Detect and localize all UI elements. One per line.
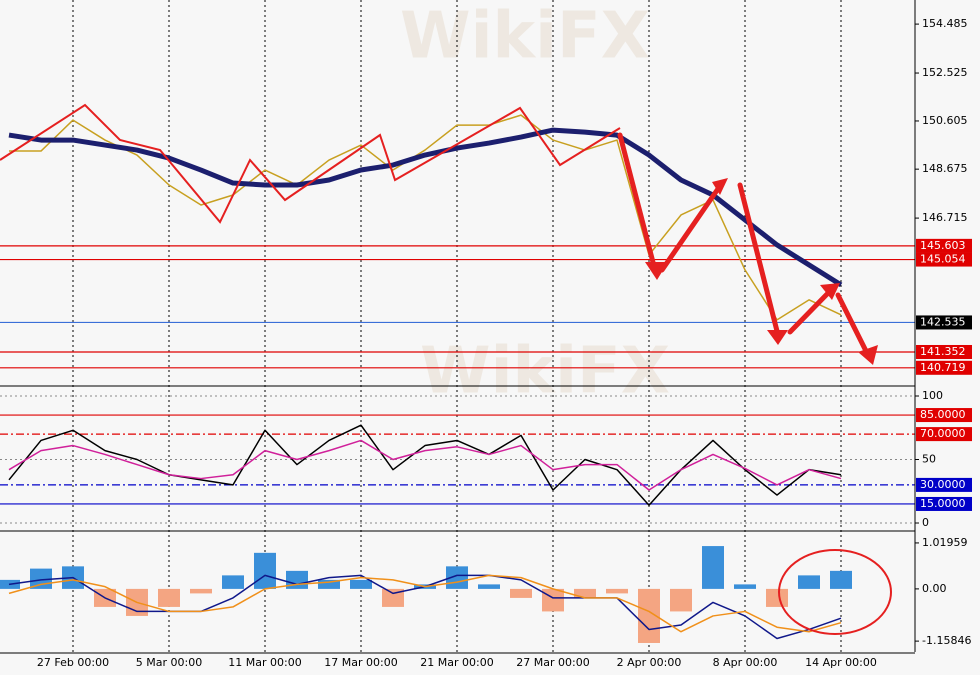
arrowhead — [712, 178, 728, 195]
level-label: 70.0000 — [920, 427, 966, 440]
series-line — [8, 127, 843, 288]
arrowhead — [767, 330, 788, 345]
x-tick-label: 27 Feb 00:00 — [37, 656, 109, 669]
y-tick-label: 148.675 — [922, 162, 968, 175]
arrows — [617, 132, 871, 358]
level-label: 145.603 — [920, 239, 966, 252]
series-line — [9, 114, 842, 321]
histogram-bar — [190, 588, 212, 594]
y-tick-label: 146.715 — [922, 211, 968, 224]
x-tick-label: 2 Apr 00:00 — [617, 656, 682, 669]
histogram-bar — [574, 588, 596, 598]
y-tick-label: 154.485 — [922, 17, 968, 30]
histogram-bar — [382, 588, 404, 607]
arrowhead — [820, 283, 840, 300]
level-label: 85.0000 — [920, 408, 966, 421]
level-label-box — [916, 496, 972, 511]
level-label-box — [916, 477, 972, 492]
histogram-bar — [830, 570, 852, 589]
y-tick-label: 1.01959 — [922, 536, 968, 549]
y-tick-label: 0.00 — [922, 582, 947, 595]
histogram-bar — [798, 575, 820, 589]
arrowheads — [645, 178, 878, 365]
annotations — [0, 103, 892, 635]
arrow — [787, 285, 836, 335]
y-tick-label: 150.605 — [922, 114, 968, 127]
level-label-box — [916, 427, 972, 442]
level-label: 145.054 — [920, 253, 966, 266]
histogram-bar — [542, 588, 564, 612]
plot — [0, 114, 852, 643]
y-tick-label: 0 — [922, 516, 929, 529]
grid — [0, 0, 915, 652]
arrowhead — [858, 345, 878, 365]
histogram-bar — [606, 588, 628, 594]
highlight-ellipse — [778, 549, 892, 635]
level-label: 141.352 — [920, 345, 966, 358]
histogram-bar — [510, 588, 532, 598]
histogram-bar — [766, 588, 788, 607]
histogram-bar — [350, 579, 372, 589]
level-label-box — [916, 344, 972, 359]
series-line — [8, 424, 842, 506]
level-label-box — [916, 252, 972, 267]
watermark: WikiFX — [400, 0, 650, 74]
zigzag — [0, 103, 621, 224]
level-label: 140.719 — [920, 361, 966, 374]
arrow — [835, 292, 871, 358]
x-tick-label: 17 Mar 00:00 — [324, 656, 397, 669]
level-label: 15.0000 — [920, 497, 966, 510]
level-label-box — [916, 360, 972, 375]
level-label: 30.0000 — [920, 478, 966, 491]
histogram-bar — [478, 584, 500, 589]
series-line — [8, 574, 842, 633]
y-tick-label: 50 — [922, 453, 936, 466]
x-tick-label: 11 Mar 00:00 — [228, 656, 301, 669]
x-tick-label: 8 Apr 00:00 — [713, 656, 778, 669]
level-label: 142.535 — [920, 315, 966, 328]
histogram-bar — [638, 588, 660, 643]
histogram-bar — [734, 584, 756, 589]
x-tick-label: 27 Mar 00:00 — [516, 656, 589, 669]
arrow — [617, 132, 658, 273]
watermark: WikiFX — [420, 335, 670, 409]
x-tick-label: 5 Mar 00:00 — [136, 656, 202, 669]
histogram-bar — [702, 546, 724, 589]
level-label-box — [916, 315, 972, 330]
series-line — [8, 439, 842, 491]
y-tick-label: 152.525 — [922, 66, 968, 79]
arrow — [737, 182, 781, 338]
level-label-box — [916, 408, 972, 423]
arrowhead — [645, 262, 668, 280]
level-label-box — [916, 238, 972, 253]
histogram-bar — [254, 552, 276, 589]
x-tick-label: 21 Mar 00:00 — [420, 656, 493, 669]
arrow — [659, 180, 725, 273]
histogram-bar — [670, 588, 692, 612]
histogram-bar — [318, 579, 340, 589]
y-tick-label: 100 — [922, 389, 943, 402]
histogram-bar — [158, 588, 180, 607]
y-tick-label: -1.15846 — [922, 634, 971, 647]
histogram-bar — [222, 575, 244, 589]
x-tick-label: 14 Apr 00:00 — [805, 656, 877, 669]
